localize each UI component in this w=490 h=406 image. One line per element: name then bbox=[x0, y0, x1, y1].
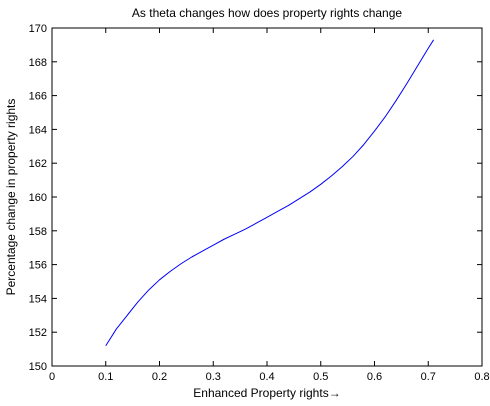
y-tick-label: 150 bbox=[29, 361, 47, 373]
y-tick-label: 152 bbox=[29, 327, 47, 339]
x-tick-label: 0.7 bbox=[421, 371, 436, 383]
x-tick-label: 0.2 bbox=[152, 371, 167, 383]
y-tick-label: 154 bbox=[29, 293, 47, 305]
y-tick-label: 164 bbox=[29, 124, 47, 136]
y-tick-label: 160 bbox=[29, 192, 47, 204]
series-line bbox=[105, 39, 435, 346]
x-tick-label: 0.8 bbox=[474, 371, 489, 383]
x-tick-label: 0.1 bbox=[98, 371, 113, 383]
x-tick-label: 0.4 bbox=[259, 371, 274, 383]
y-tick-label: 166 bbox=[29, 91, 47, 103]
ticks-layer: 0 0.1 0.2 0.3 0.4 0.5 0.6 0.7 0.8 150 152 154 156 158… bbox=[29, 23, 490, 383]
x-tick-label: 0.5 bbox=[313, 371, 328, 383]
x-axis-label: Enhanced Property rights→ bbox=[193, 386, 340, 400]
x-tick-label: 0 bbox=[49, 371, 55, 383]
y-axis-label: Percentage change in property rights bbox=[4, 99, 18, 296]
x-tick-label: 0.3 bbox=[206, 371, 221, 383]
line-layer bbox=[105, 39, 435, 346]
y-tick-label: 168 bbox=[29, 57, 47, 69]
y-tick-label: 158 bbox=[29, 226, 47, 238]
x-tick-label: 0.6 bbox=[367, 371, 382, 383]
plot-area bbox=[51, 27, 483, 367]
y-tick-label: 162 bbox=[29, 158, 47, 170]
chart-title: As theta changes how does property right… bbox=[132, 6, 402, 20]
y-tick-label: 170 bbox=[29, 23, 47, 35]
y-tick-label: 156 bbox=[29, 260, 47, 272]
